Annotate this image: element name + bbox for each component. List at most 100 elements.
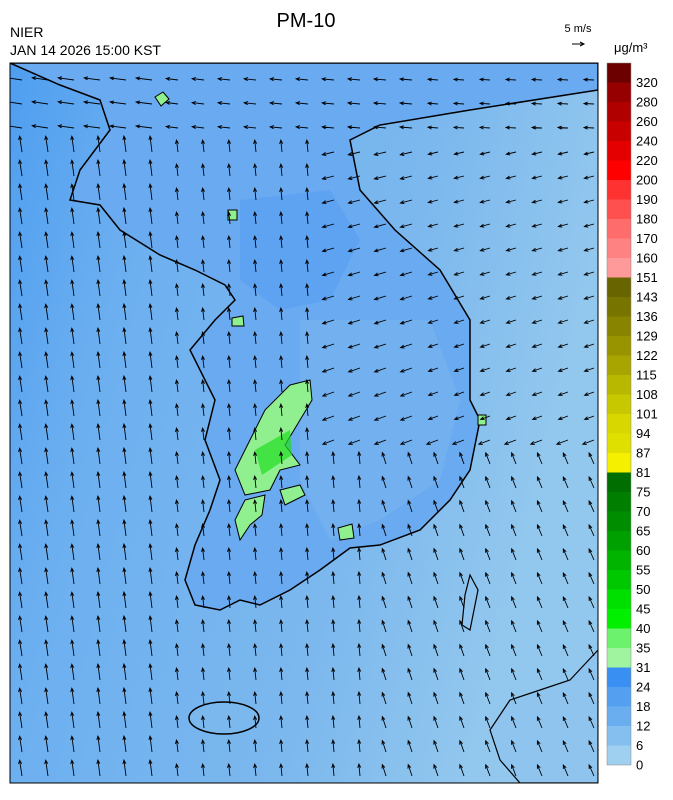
wind-arrow bbox=[531, 319, 543, 324]
wind-arrow bbox=[253, 498, 258, 513]
wind-arrow bbox=[373, 247, 387, 253]
wind-arrow bbox=[279, 498, 284, 513]
wind-arrow bbox=[305, 522, 310, 537]
wind-arrow bbox=[357, 570, 362, 585]
wind-arrow bbox=[583, 343, 595, 348]
wind-arrow bbox=[70, 351, 75, 369]
wind-arrow bbox=[453, 223, 465, 228]
wind-arrow bbox=[122, 590, 127, 609]
wind-arrow bbox=[253, 378, 258, 393]
wind-arrow bbox=[373, 439, 387, 445]
wind-arrow bbox=[148, 614, 153, 633]
wind-arrow bbox=[70, 231, 75, 249]
wind-arrow bbox=[253, 522, 258, 537]
wind-arrow bbox=[294, 77, 309, 82]
wind-arrow bbox=[505, 343, 517, 348]
colorbar-segment bbox=[607, 472, 631, 492]
wind-arrow bbox=[164, 100, 179, 105]
wind-arrow bbox=[174, 642, 179, 657]
wind-arrow bbox=[485, 523, 491, 537]
wind-arrow bbox=[253, 570, 258, 585]
colorbar-label: 45 bbox=[636, 602, 650, 617]
colorbar-label: 108 bbox=[636, 387, 658, 402]
wind-arrow bbox=[505, 151, 517, 156]
wind-arrow bbox=[174, 666, 179, 681]
wind-arrow bbox=[227, 210, 231, 225]
wind-arrow bbox=[122, 278, 127, 297]
wind-arrow bbox=[201, 546, 205, 561]
colorbar-label: 87 bbox=[636, 446, 650, 461]
wind-arrow bbox=[399, 295, 413, 301]
wind-arrow bbox=[279, 186, 284, 201]
colorbar-segment bbox=[607, 316, 631, 336]
wind-arrow bbox=[459, 763, 465, 777]
wind-arrow bbox=[557, 367, 569, 372]
wind-arrow bbox=[453, 247, 465, 252]
wind-arrow bbox=[44, 255, 49, 273]
wind-arrow bbox=[511, 763, 517, 777]
colorbar-segment bbox=[607, 648, 631, 668]
wind-arrow bbox=[505, 295, 517, 300]
wind-arrow bbox=[279, 282, 284, 297]
wind-arrow bbox=[321, 247, 335, 253]
wind-arrow bbox=[190, 77, 205, 81]
colorbar-label: 31 bbox=[636, 660, 650, 675]
wind-arrow bbox=[164, 124, 179, 129]
wind-arrow bbox=[346, 101, 361, 106]
wind-arrow bbox=[201, 330, 205, 345]
colorbar-label: 55 bbox=[636, 563, 650, 578]
wind-arrow bbox=[227, 762, 231, 777]
wind-arrow bbox=[122, 686, 127, 705]
wind-arrow bbox=[216, 101, 231, 105]
wind-arrow bbox=[18, 375, 23, 393]
wind-arrow bbox=[321, 223, 335, 229]
wind-arrow bbox=[134, 100, 153, 105]
wind-arrow bbox=[122, 662, 127, 681]
wind-arrow bbox=[44, 543, 49, 561]
colorbar-label: 70 bbox=[636, 504, 650, 519]
wind-arrow bbox=[122, 470, 127, 489]
wind-arrow bbox=[201, 282, 205, 297]
wind-arrow bbox=[122, 254, 127, 273]
wind-arrow bbox=[122, 158, 127, 177]
colorbar-label: 200 bbox=[636, 173, 658, 188]
wind-arrow bbox=[331, 474, 336, 489]
wind-arrow bbox=[96, 710, 101, 729]
wind-arrow bbox=[331, 762, 336, 777]
wind-arrow bbox=[433, 691, 439, 705]
wind-arrow bbox=[44, 231, 49, 249]
wind-arrow bbox=[96, 686, 101, 705]
wind-arrow bbox=[279, 162, 284, 177]
colorbar-segment bbox=[607, 726, 631, 746]
wind-arrow bbox=[174, 570, 179, 585]
wind-arrow bbox=[331, 618, 336, 633]
wind-arrow bbox=[407, 667, 413, 681]
wind-arrow bbox=[505, 415, 517, 421]
wind-arrow bbox=[122, 326, 127, 345]
wind-arrow bbox=[18, 423, 23, 441]
wind-arrow bbox=[44, 663, 49, 681]
wind-arrow bbox=[57, 76, 75, 81]
wind-arrow bbox=[201, 594, 205, 609]
wind-arrow bbox=[433, 499, 439, 513]
wind-arrow bbox=[148, 158, 153, 177]
unit: μg/m³ bbox=[614, 40, 648, 55]
wind-arrow bbox=[536, 739, 543, 753]
wind-arrow bbox=[357, 618, 362, 633]
wind-arrow bbox=[70, 159, 75, 177]
wind-arrow bbox=[407, 523, 413, 537]
wind-arrow bbox=[505, 175, 517, 180]
wind-arrow bbox=[134, 124, 153, 129]
wind-arrow bbox=[148, 758, 153, 777]
wind-arrow bbox=[381, 667, 387, 681]
wind-arrow bbox=[536, 619, 543, 633]
wind-arrow bbox=[70, 447, 75, 465]
wind-arrow bbox=[531, 151, 543, 156]
title: PM-10 bbox=[277, 10, 336, 32]
wind-arrow bbox=[453, 295, 465, 300]
wind-arrow bbox=[18, 543, 23, 561]
wind-arrow bbox=[511, 475, 517, 489]
wind-arrow bbox=[433, 523, 439, 537]
wind-arrow bbox=[122, 134, 127, 153]
wind-arrow bbox=[227, 498, 231, 513]
